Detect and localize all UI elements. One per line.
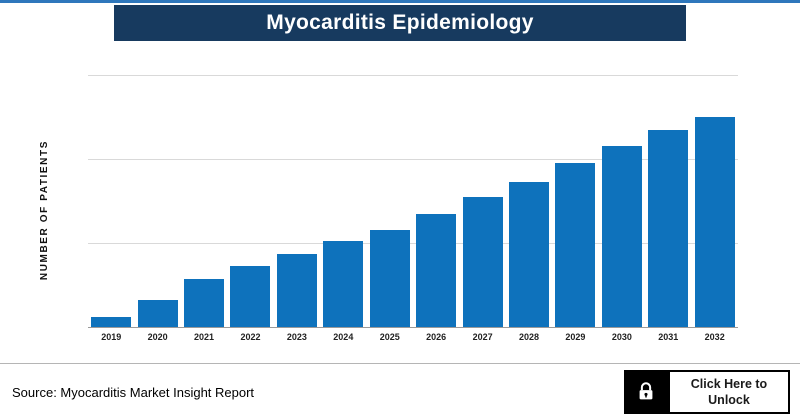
bar-column: [599, 75, 645, 327]
unlock-button[interactable]: Click Here to Unlock: [624, 370, 790, 414]
plot-area: [88, 75, 738, 328]
plot-wrapper: 2019 2020 2021 2022 2023 2024 2025 2026 2027 2028…: [88, 75, 738, 345]
bar-column: [181, 75, 227, 327]
x-tick-label: 2032: [704, 332, 725, 342]
bar-2019: [91, 316, 132, 327]
x-tick-label: 2020: [147, 332, 168, 342]
x-axis-labels: 2019 2020 2021 2022 2023 2024 2025 2026 2027 2028…: [88, 332, 738, 342]
bar-column: [413, 75, 459, 327]
y-axis-label: NUMBER OF PATIENTS: [38, 139, 50, 281]
unlock-label-line2: Unlock: [708, 393, 750, 407]
top-accent-strip: [0, 0, 800, 3]
x-tick-label: 2019: [101, 332, 122, 342]
bar-column: [88, 75, 134, 327]
bar-column: [320, 75, 366, 327]
bar-2020: [137, 299, 178, 327]
gridline: [88, 75, 738, 76]
bar-column: [134, 75, 180, 327]
x-tick-label: 2023: [286, 332, 307, 342]
source-text: Source: Myocarditis Market Insight Repor…: [12, 384, 255, 400]
lock-icon: [624, 370, 668, 414]
x-tick-label: 2024: [333, 332, 354, 342]
bar-2027: [462, 196, 503, 327]
bar-column: [552, 75, 598, 327]
x-tick-label: 2027: [472, 332, 493, 342]
bar-2029: [555, 163, 596, 327]
bar-chart: NUMBER OF PATIENTS 2019 2020 2021 2022 2023 2…: [0, 75, 800, 345]
gridline: [88, 158, 738, 160]
bar-2032: [694, 117, 735, 327]
unlock-label-line1: Click Here to: [690, 376, 768, 391]
bar-column: [367, 75, 413, 327]
x-tick-label: 2030: [611, 332, 632, 342]
x-tick-label: 2026: [426, 332, 447, 342]
bar-column: [227, 75, 273, 327]
x-tick-label: 2031: [658, 332, 679, 342]
bar-2031: [648, 129, 689, 327]
bar-column: [274, 75, 320, 327]
header-banner: Myocarditis Epidemiology: [114, 5, 686, 41]
bar-2026: [416, 213, 457, 327]
bar-column: [459, 75, 505, 327]
y-axis: NUMBER OF PATIENTS: [0, 75, 88, 345]
bar-column: [691, 75, 737, 327]
bar-2024: [323, 240, 364, 327]
bar-2021: [184, 278, 225, 327]
page-title: Myocarditis Epidemiology: [266, 11, 534, 34]
bar-2023: [276, 253, 317, 327]
bar-column: [506, 75, 552, 327]
bars-container: [88, 75, 738, 327]
footer: Source: Myocarditis Market Insight Repor…: [0, 364, 800, 414]
bar-column: [645, 75, 691, 327]
x-tick-label: 2025: [379, 332, 400, 342]
gridline: [88, 243, 738, 244]
bar-2030: [601, 146, 642, 327]
bar-2022: [230, 266, 271, 327]
x-tick-label: 2028: [518, 332, 540, 342]
x-tick-label: 2021: [194, 332, 215, 342]
unlock-button-label: Click Here to Unlock: [668, 370, 790, 414]
bar-2025: [369, 230, 410, 327]
bar-2028: [509, 182, 549, 327]
footer-divider: [0, 363, 800, 364]
x-tick-label: 2029: [565, 332, 586, 342]
x-tick-label: 2022: [240, 332, 261, 342]
